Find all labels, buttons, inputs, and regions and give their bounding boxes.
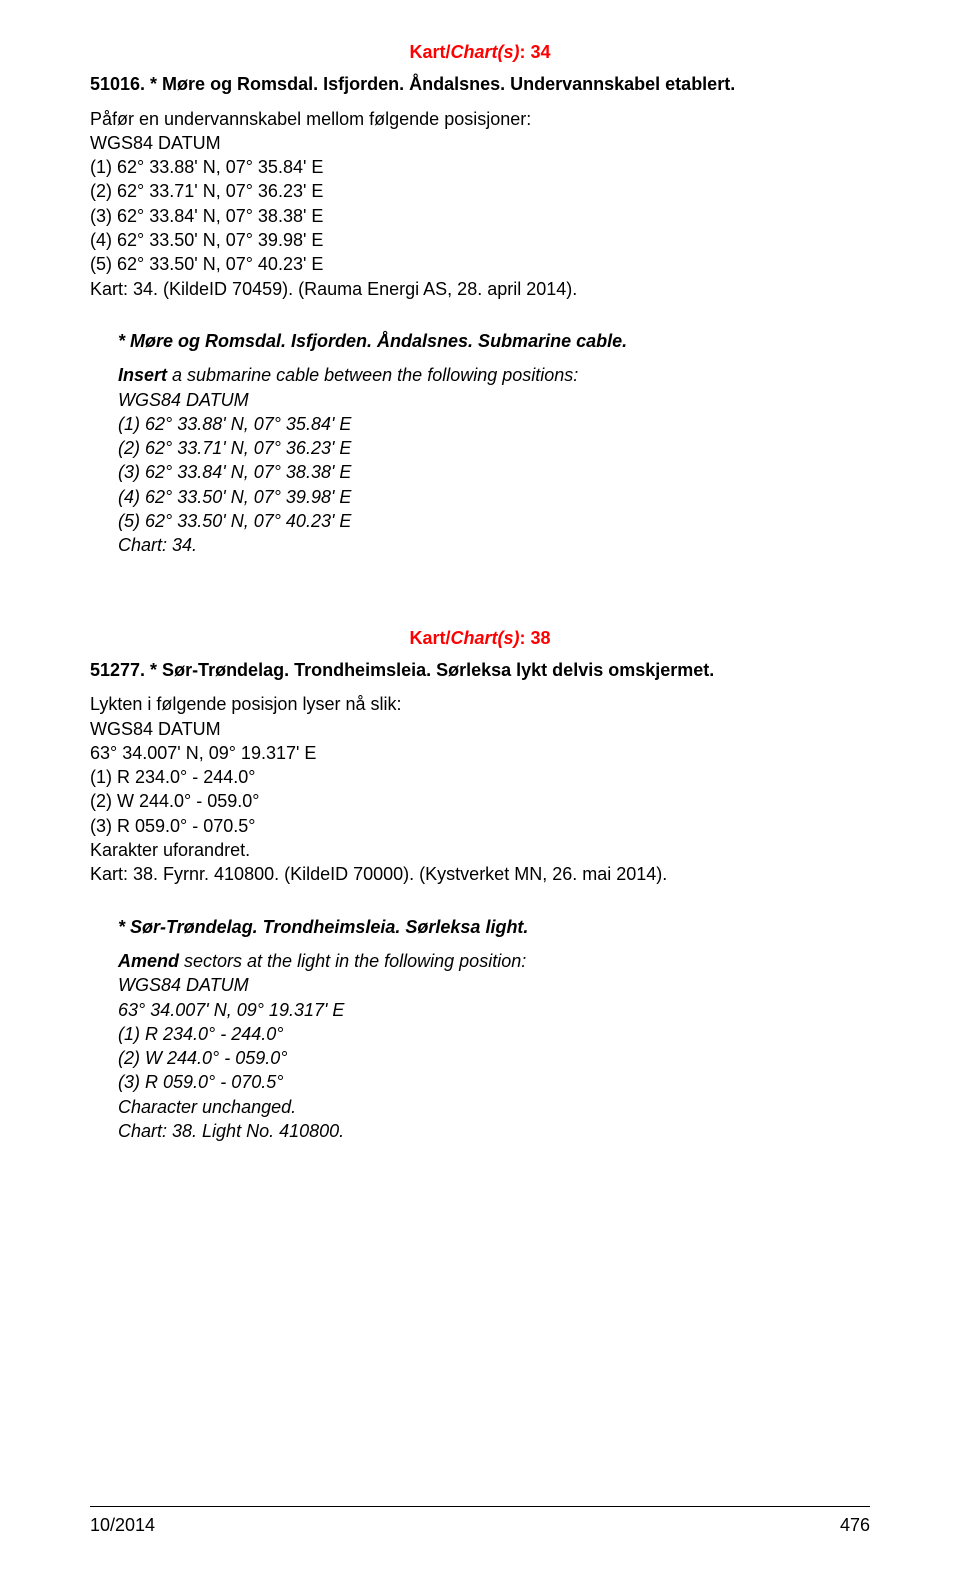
english-intro-rest: a submarine cable between the following … [167,365,578,385]
english-position-1: (1) 62° 33.88' N, 07° 35.84' E [118,412,870,436]
notice-51277-norwegian: Lykten i følgende posisjon lyser nå slik… [90,692,870,886]
chart-header-italic: Chart(s) [450,42,519,62]
chart-header-34: Kart/Chart(s): 34 [90,40,870,64]
footer-issue: 10/2014 [90,1513,155,1537]
datum: WGS84 DATUM [90,717,870,741]
english-title: * Sør-Trøndelag. Trondheimsleia. Sørleks… [118,915,870,939]
chart-header-prefix: Kart/ [409,42,450,62]
amend-keyword: Amend [118,951,179,971]
notice-51277-title: 51277. * Sør-Trøndelag. Trondheimsleia. … [90,658,870,682]
chart-header-38: Kart/Chart(s): 38 [90,626,870,650]
chart-header-italic: Chart(s) [450,628,519,648]
position-3: (3) 62° 33.84' N, 07° 38.38' E [90,204,870,228]
english-character: Character unchanged. [118,1095,870,1119]
position-1: (1) 62° 33.88' N, 07° 35.84' E [90,155,870,179]
source-line: Kart: 38. Fyrnr. 410800. (KildeID 70000)… [90,862,870,886]
english-position-4: (4) 62° 33.50' N, 07° 39.98' E [118,485,870,509]
english-title: * Møre og Romsdal. Isfjorden. Åndalsnes.… [118,329,870,353]
english-position-2: (2) 62° 33.71' N, 07° 36.23' E [118,436,870,460]
english-sector-2: (2) W 244.0° - 059.0° [118,1046,870,1070]
english-intro-rest: sectors at the light in the following po… [179,951,526,971]
character-line: Karakter uforandret. [90,838,870,862]
chart-header-suffix: : 38 [520,628,551,648]
english-intro: Insert a submarine cable between the fol… [118,363,870,387]
position-4: (4) 62° 33.50' N, 07° 39.98' E [90,228,870,252]
page-footer: 10/2014 476 [90,1506,870,1537]
insert-keyword: Insert [118,365,167,385]
intro-text: Påfør en undervannskabel mellom følgende… [90,107,870,131]
notice-51016-title: 51016. * Møre og Romsdal. Isfjorden. Ånd… [90,72,870,96]
intro-text: Lykten i følgende posisjon lyser nå slik… [90,692,870,716]
datum: WGS84 DATUM [90,131,870,155]
position-2: (2) 62° 33.71' N, 07° 36.23' E [90,179,870,203]
english-intro: Amend sectors at the light in the follow… [118,949,870,973]
english-sector-3: (3) R 059.0° - 070.5° [118,1070,870,1094]
english-datum: WGS84 DATUM [118,973,870,997]
english-chart: Chart: 34. [118,533,870,557]
chart-header-suffix: : 34 [520,42,551,62]
source-line: Kart: 34. (KildeID 70459). (Rauma Energi… [90,277,870,301]
english-datum: WGS84 DATUM [118,388,870,412]
english-chart: Chart: 38. Light No. 410800. [118,1119,870,1143]
sector-3: (3) R 059.0° - 070.5° [90,814,870,838]
english-sector-1: (1) R 234.0° - 244.0° [118,1022,870,1046]
notice-51016-norwegian: Påfør en undervannskabel mellom følgende… [90,107,870,301]
english-coordinate: 63° 34.007' N, 09° 19.317' E [118,998,870,1022]
footer-page-number: 476 [840,1513,870,1537]
chart-header-prefix: Kart/ [409,628,450,648]
notice-51016-english: * Møre og Romsdal. Isfjorden. Åndalsnes.… [90,329,870,558]
position-5: (5) 62° 33.50' N, 07° 40.23' E [90,252,870,276]
coordinate: 63° 34.007' N, 09° 19.317' E [90,741,870,765]
english-position-3: (3) 62° 33.84' N, 07° 38.38' E [118,460,870,484]
notice-51277-english: * Sør-Trøndelag. Trondheimsleia. Sørleks… [90,915,870,1144]
sector-2: (2) W 244.0° - 059.0° [90,789,870,813]
english-position-5: (5) 62° 33.50' N, 07° 40.23' E [118,509,870,533]
sector-1: (1) R 234.0° - 244.0° [90,765,870,789]
